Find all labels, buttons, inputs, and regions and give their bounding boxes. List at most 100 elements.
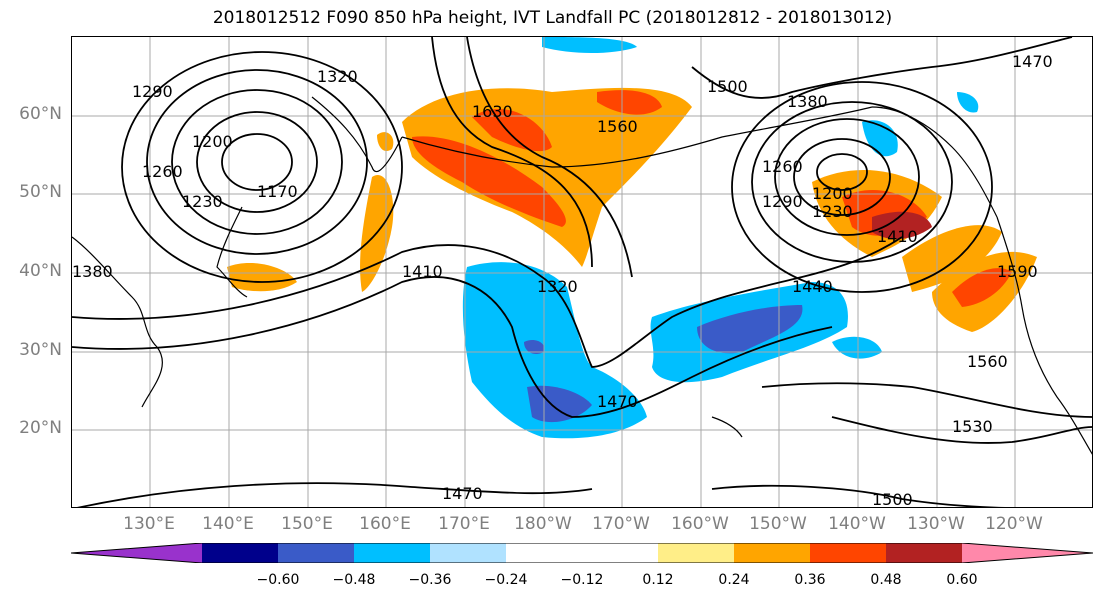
ivt-shade-lightblue bbox=[957, 92, 979, 113]
contour-label: 1470 bbox=[597, 392, 638, 411]
contour-line bbox=[831, 416, 1092, 444]
colorbar-segment bbox=[278, 543, 355, 563]
contour-line bbox=[196, 111, 318, 213]
contour-line bbox=[77, 482, 593, 507]
colorbar-tick-label: −0.12 bbox=[560, 572, 604, 588]
contour-label: 1260 bbox=[142, 162, 183, 181]
lon-label: 120°W bbox=[985, 514, 1043, 534]
contour-label: 1630 bbox=[472, 102, 513, 121]
ivt-shade-lightblue bbox=[832, 336, 882, 359]
lon-label: 180°W bbox=[514, 514, 572, 534]
colorbar-segments bbox=[71, 543, 1093, 563]
lat-label: 30°N bbox=[19, 340, 62, 360]
colorbar-extend-low bbox=[71, 543, 202, 563]
ivt-shade-blue bbox=[524, 340, 545, 354]
contour-labels: 1320 1290 1260 1230 1200 1170 1630 1560 … bbox=[72, 52, 1053, 508]
contour-label: 1410 bbox=[402, 262, 443, 281]
contour-label: 1470 bbox=[1012, 52, 1053, 71]
ivt-shade-orange bbox=[902, 225, 1002, 292]
contour-line bbox=[774, 118, 920, 236]
ivt-shade-red bbox=[412, 136, 566, 227]
colorbar-segment bbox=[582, 543, 659, 563]
colorbar-tick-label: −0.36 bbox=[408, 572, 452, 588]
ivt-shade-orange bbox=[377, 132, 394, 152]
contour-line bbox=[691, 37, 1073, 99]
contour-line bbox=[171, 89, 343, 235]
colorbar-tick-label: −0.48 bbox=[332, 572, 376, 588]
contour-label: 1170 bbox=[257, 182, 298, 201]
colorbar-extend-high bbox=[962, 543, 1093, 563]
lon-label: 150°W bbox=[749, 514, 807, 534]
ivt-shade-blue bbox=[697, 305, 803, 354]
coastlines bbox=[72, 96, 1092, 455]
contour-label: 1380 bbox=[787, 92, 828, 111]
map-canvas: 1320 1290 1260 1230 1200 1170 1630 1560 … bbox=[72, 37, 1092, 508]
coastline-northamerica bbox=[996, 216, 1092, 455]
colorbar-tick-label: 0.48 bbox=[870, 572, 902, 588]
contour-label: 1200 bbox=[192, 132, 233, 151]
lon-label: 170°E bbox=[438, 514, 490, 534]
colorbar-segment bbox=[734, 543, 811, 563]
colorbar bbox=[71, 543, 1093, 563]
lat-label: 20°N bbox=[19, 418, 62, 438]
contour-line bbox=[761, 382, 1092, 418]
contour-label: 1500 bbox=[707, 77, 748, 96]
contour-line bbox=[146, 69, 368, 255]
ivt-positive-shading bbox=[227, 87, 1037, 332]
contour-label: 1320 bbox=[537, 277, 578, 296]
contour-label: 1500 bbox=[872, 490, 913, 508]
ivt-shade-red bbox=[872, 211, 932, 239]
contour-line bbox=[431, 37, 593, 268]
lon-label: 140°E bbox=[202, 514, 254, 534]
coastline-japan bbox=[216, 206, 248, 298]
colorbar-tick-label: 0.12 bbox=[642, 572, 674, 588]
lon-label: 170°W bbox=[592, 514, 650, 534]
colorbar-tick-label: 0.60 bbox=[946, 572, 978, 588]
coastline-hawaii bbox=[711, 416, 743, 438]
coastline-aleutians bbox=[401, 106, 873, 168]
ivt-shade-orange bbox=[227, 262, 297, 292]
ivt-shade-lightblue bbox=[462, 262, 647, 439]
map-title: 2018012512 F090 850 hPa height, IVT Land… bbox=[212, 8, 893, 28]
ivt-shade-orange bbox=[402, 87, 692, 268]
coastline-kamchatka bbox=[311, 96, 403, 173]
lat-label: 50°N bbox=[19, 182, 62, 202]
contour-label: 1290 bbox=[762, 192, 803, 211]
lon-label: 160°W bbox=[671, 514, 729, 534]
contour-label: 1320 bbox=[317, 67, 358, 86]
lat-label: 60°N bbox=[19, 104, 62, 124]
ivt-shade-red bbox=[472, 108, 552, 152]
colorbar-segment bbox=[810, 543, 887, 563]
contour-label: 1200 bbox=[812, 184, 853, 203]
colorbar-segment bbox=[202, 543, 279, 563]
contour-label: 1290 bbox=[132, 82, 173, 101]
contour-line bbox=[816, 153, 868, 191]
lon-label: 140°W bbox=[828, 514, 886, 534]
contour-label: 1440 bbox=[792, 277, 833, 296]
colorbar-segment bbox=[430, 543, 507, 563]
lon-label: 150°E bbox=[281, 514, 333, 534]
contour-label: 1260 bbox=[762, 157, 803, 176]
ivt-negative-shading bbox=[462, 37, 979, 439]
contour-line bbox=[72, 236, 903, 368]
map-panel: 1320 1290 1260 1230 1200 1170 1630 1560 … bbox=[71, 36, 1093, 508]
colorbar-tick-label: −0.60 bbox=[256, 572, 300, 588]
contour-line bbox=[221, 133, 293, 191]
ivt-shade-red bbox=[597, 90, 662, 115]
lon-label: 160°E bbox=[359, 514, 411, 534]
colorbar-segment bbox=[354, 543, 431, 563]
contour-line bbox=[466, 37, 633, 278]
contour-line bbox=[793, 138, 891, 216]
contour-line bbox=[711, 484, 1006, 507]
contour-label: 1410 bbox=[877, 227, 918, 246]
ivt-shade-red bbox=[952, 268, 1012, 307]
height-contours bbox=[72, 37, 1092, 507]
ivt-shade-lightblue bbox=[542, 37, 637, 53]
colorbar-tick-label: −0.24 bbox=[484, 572, 528, 588]
contour-label: 1230 bbox=[812, 202, 853, 221]
contour-label: 1230 bbox=[182, 192, 223, 211]
lon-label: 130°W bbox=[907, 514, 965, 534]
colorbar-tick-label: 0.36 bbox=[794, 572, 826, 588]
contour-line bbox=[72, 276, 833, 418]
contour-label: 1530 bbox=[952, 417, 993, 436]
